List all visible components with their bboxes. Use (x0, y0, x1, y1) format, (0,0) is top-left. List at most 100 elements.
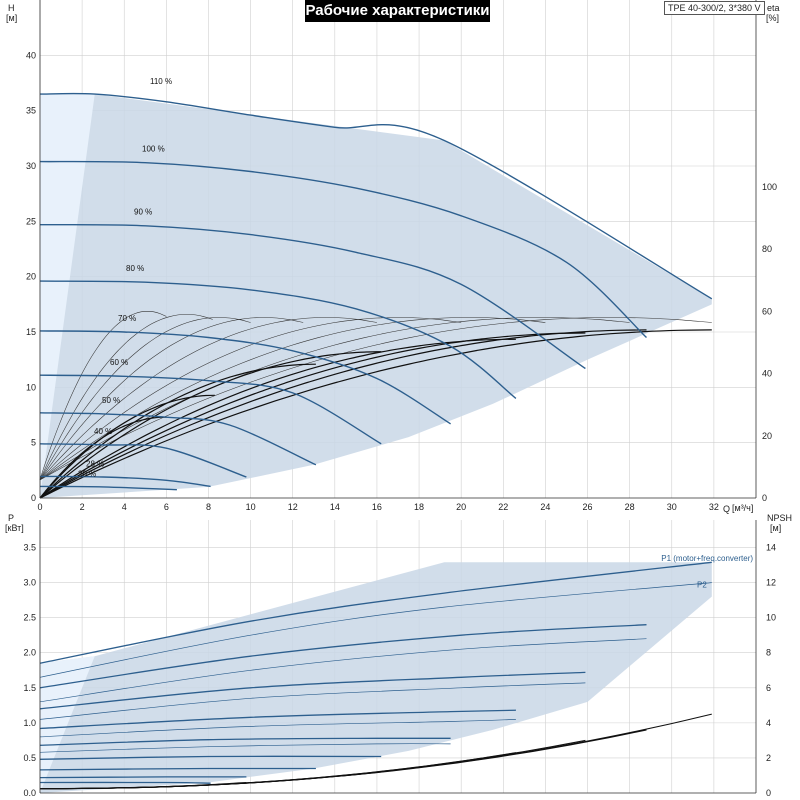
speed-curve-label: 28 % (86, 459, 104, 468)
y-tick-label: 35 (26, 106, 36, 116)
efficiency-curve-thin (39, 317, 251, 481)
y-tick-label: 1.0 (23, 718, 36, 728)
x-tick-label: 20 (456, 502, 466, 512)
x-tick-label: 12 (288, 502, 298, 512)
x-axis-label-q: Q (723, 504, 731, 514)
x-tick-label: 26 (583, 502, 593, 512)
x-tick-label: 32 (709, 502, 719, 512)
y-axis-label-head: H (8, 3, 15, 13)
efficiency-curve (39, 363, 316, 499)
min-flow-zone (40, 94, 95, 499)
power-plot: P1 (motor+freq.converter) P2 0.0 0.5 1.0 1.5 2… (23, 520, 776, 798)
power-curve-p1 (39, 671, 586, 710)
speed-curve (39, 330, 451, 425)
power-curve-p1 (39, 767, 316, 771)
y2-tick-label: 60 (762, 306, 772, 316)
y-tick-label: 0.5 (23, 753, 36, 763)
y-tick-label: 20 (26, 272, 36, 282)
efficiency-curve (39, 329, 647, 499)
speed-curve (39, 223, 586, 370)
y2-axis-unit-eta: [%] (766, 13, 780, 23)
y2-tick-label: 12 (766, 578, 776, 588)
power-curve-p1 (39, 624, 647, 689)
series-label-p1: P1 (motor+freq.converter) (661, 554, 753, 563)
x-tick-label: 18 (414, 502, 424, 512)
x-tick-label: 24 (540, 502, 550, 512)
y2-tick-label: 80 (762, 244, 772, 254)
x-tick-label: 28 (625, 502, 635, 512)
efficiency-curve-thin (39, 317, 304, 481)
y-tick-label: 10 (26, 382, 36, 392)
speed-curve-label: 60 % (110, 358, 128, 367)
y-tick-label: 1.5 (23, 683, 36, 693)
efficiency-curve-thin (39, 317, 712, 481)
power-curve-p1 (39, 776, 247, 779)
efficiency-curve (39, 338, 516, 499)
y-tick-label: 40 (26, 50, 36, 60)
power-curve-p1 (39, 709, 516, 730)
efficiency-curve (39, 351, 382, 499)
y2-tick-label: 40 (762, 369, 772, 379)
y2-axis-label-eta: eta (767, 3, 780, 13)
y-tick-label: 0 (31, 493, 36, 503)
y2-tick-label: 20 (762, 431, 772, 441)
y-tick-label: 30 (26, 161, 36, 171)
y2-tick-label: 14 (766, 543, 776, 553)
y-tick-label: 3.5 (23, 543, 36, 553)
y-tick-label: 3.0 (23, 578, 36, 588)
head-plot: 110 %100 %90 %80 %70 %60 %50 %40 %28 %20… (26, 0, 777, 512)
speed-curve (39, 374, 382, 445)
speed-curve-label: 20 % (78, 469, 96, 478)
speed-curve-label: 100 % (142, 145, 165, 154)
speed-curve-label: 90 % (134, 208, 152, 217)
y-axis-unit-head: [м] (6, 13, 18, 23)
power-curve-p1 (39, 781, 211, 784)
x-tick-label: 4 (122, 502, 127, 512)
speed-curve (39, 160, 647, 339)
y-axis-label-power: P (8, 513, 15, 523)
y2-tick-label: 6 (766, 683, 771, 693)
x-tick-label: 30 (667, 502, 677, 512)
x-tick-label: 10 (246, 502, 256, 512)
speed-curve (39, 92, 713, 300)
x-tick-label: 8 (206, 502, 211, 512)
efficiency-curve (39, 329, 712, 499)
y-tick-label: 25 (26, 216, 36, 226)
series-label-p2: P2 (697, 581, 707, 590)
y2-tick-label: 0 (762, 493, 767, 503)
y-tick-label: 15 (26, 327, 36, 337)
operating-envelope (40, 94, 712, 499)
speed-curve-label: 80 % (126, 264, 144, 273)
chart-title: Рабочие характеристики (305, 0, 490, 22)
y2-tick-label: 4 (766, 718, 771, 728)
x-tick-label: 14 (330, 502, 340, 512)
power-curve-p2 (39, 719, 516, 738)
speed-curve-label: 40 % (94, 427, 112, 436)
efficiency-curve-thin (39, 317, 630, 481)
speed-curve (39, 475, 211, 488)
efficiency-curve-thin (39, 317, 462, 481)
power-curve-p2 (39, 638, 647, 703)
y2-tick-label: 8 (766, 648, 771, 658)
x-tick-label: 16 (372, 502, 382, 512)
pump-model-label: TPE 40-300/2, 3*380 V (664, 1, 765, 15)
x-tick-label: 22 (498, 502, 508, 512)
speed-curve-label: 110 % (150, 77, 172, 86)
y2-tick-label: 0 (766, 788, 771, 798)
y-tick-label: 5 (31, 438, 36, 448)
power-curve-p1 (39, 755, 382, 760)
operating-envelope-power (40, 562, 712, 793)
power-curve-p2 (39, 582, 712, 678)
efficiency-curve-thin (39, 311, 167, 480)
x-tick-label: 6 (164, 502, 169, 512)
speed-curve-label: 70 % (118, 314, 136, 323)
efficiency-curve-thin (39, 317, 377, 481)
y-tick-label: 0.0 (23, 788, 36, 798)
speed-curve (39, 280, 517, 399)
npsh-curve (40, 781, 247, 790)
x-tick-label: 0 (37, 502, 42, 512)
speed-curve-label: 50 % (102, 396, 120, 405)
efficiency-curve (39, 394, 215, 499)
speed-curve (39, 485, 177, 491)
power-curve-p2 (39, 743, 451, 753)
